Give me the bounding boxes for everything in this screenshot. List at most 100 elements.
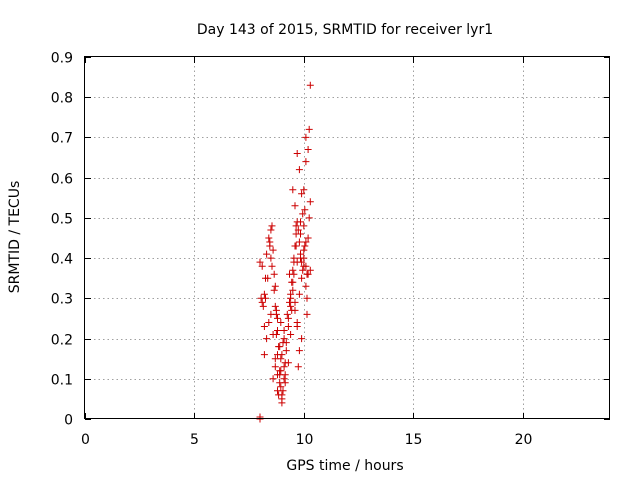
y-tick-label: 0.9 [51, 51, 73, 67]
data-point [262, 274, 269, 282]
data-point [291, 202, 299, 210]
data-point [280, 375, 288, 383]
data-point [299, 210, 307, 218]
data-point [297, 218, 304, 226]
data-point [278, 399, 286, 407]
data-point [265, 319, 273, 326]
data-point [276, 343, 284, 351]
data-point [306, 81, 314, 89]
data-point [258, 298, 266, 306]
data-point [260, 290, 268, 298]
y-tick-label: 0.1 [51, 373, 73, 389]
data-point [271, 282, 279, 290]
data-point [302, 158, 310, 166]
data-point [289, 186, 297, 194]
data-point [304, 146, 312, 153]
data-point [280, 335, 288, 343]
data-point [284, 323, 292, 330]
data-point [294, 226, 302, 234]
data-point [289, 278, 297, 286]
data-point [272, 310, 280, 318]
data-point [278, 351, 286, 359]
data-point [289, 266, 297, 274]
data-point [272, 331, 280, 338]
y-tick-label: 0.8 [51, 91, 73, 107]
data-point [295, 238, 303, 246]
data-point [269, 375, 277, 383]
data-point [284, 359, 292, 367]
data-point [293, 323, 301, 330]
data-point [256, 413, 264, 421]
plot-frame [84, 56, 610, 419]
data-point [298, 335, 306, 343]
data-point [275, 391, 283, 399]
data-point [290, 258, 298, 266]
data-point [295, 166, 303, 174]
x-tick-label: 0 [81, 432, 90, 448]
y-tick-label: 0.7 [51, 131, 73, 147]
data-point [292, 222, 300, 230]
y-tick-label: 0 [64, 413, 73, 429]
data-point [259, 302, 267, 310]
data-point [286, 270, 293, 278]
data-point [300, 246, 308, 254]
data-point [258, 262, 266, 270]
y-tick-label: 0.6 [51, 172, 73, 188]
data-point [277, 367, 285, 375]
data-point [281, 371, 289, 379]
data-point [304, 234, 312, 242]
y-tick-label: 0.3 [51, 292, 73, 308]
data-point [302, 133, 310, 141]
data-point [305, 125, 313, 133]
data-point [303, 294, 311, 302]
data-point [301, 242, 309, 250]
data-point [288, 306, 296, 314]
data-point [287, 290, 295, 298]
data-point [298, 274, 306, 282]
data-point [300, 186, 308, 194]
data-point [268, 222, 276, 230]
chart-title: Day 143 of 2015, SRMTID for receiver lyr… [197, 22, 493, 38]
data-point [295, 290, 303, 298]
data-point [304, 270, 312, 278]
x-tick-label: 15 [405, 432, 423, 448]
data-point [282, 347, 290, 355]
data-point [305, 214, 313, 222]
data-point [287, 302, 295, 310]
y-tick-label: 0.5 [51, 212, 73, 228]
data-point [301, 206, 309, 214]
x-tick-label: 10 [296, 432, 314, 448]
data-point [292, 242, 300, 250]
data-point [274, 327, 281, 334]
data-point [268, 262, 276, 270]
data-point [263, 250, 271, 258]
data-point [306, 198, 314, 206]
data-point [291, 298, 299, 306]
data-point [302, 238, 310, 246]
data-point [289, 286, 297, 294]
data-point [287, 331, 295, 338]
data-point [277, 383, 285, 391]
data-point [271, 363, 279, 371]
data-point [271, 302, 279, 310]
data-point [283, 310, 291, 318]
data-point [303, 310, 311, 318]
data-point [274, 314, 281, 322]
y-axis-label: SRMTID / TECUs [7, 181, 23, 294]
y-tick-label: 0.2 [51, 333, 73, 349]
y-tick-label: 0.4 [51, 252, 73, 268]
data-point [280, 327, 288, 334]
data-point [297, 254, 304, 262]
tick-layer: 0 0.1 0.2 0.3 0.4 0.5 0.6 0.7 0.8 0.9 0 5 10 15 20 [51, 51, 610, 448]
x-tick-label: 5 [190, 432, 199, 448]
x-tick-label: 20 [515, 432, 533, 448]
data-point [260, 351, 268, 359]
data-point [300, 222, 308, 230]
grid-layer [85, 57, 610, 419]
data-point [274, 387, 281, 395]
data-point [277, 319, 285, 326]
data-point [293, 150, 301, 157]
data-point [306, 266, 314, 274]
data-point [269, 246, 277, 254]
